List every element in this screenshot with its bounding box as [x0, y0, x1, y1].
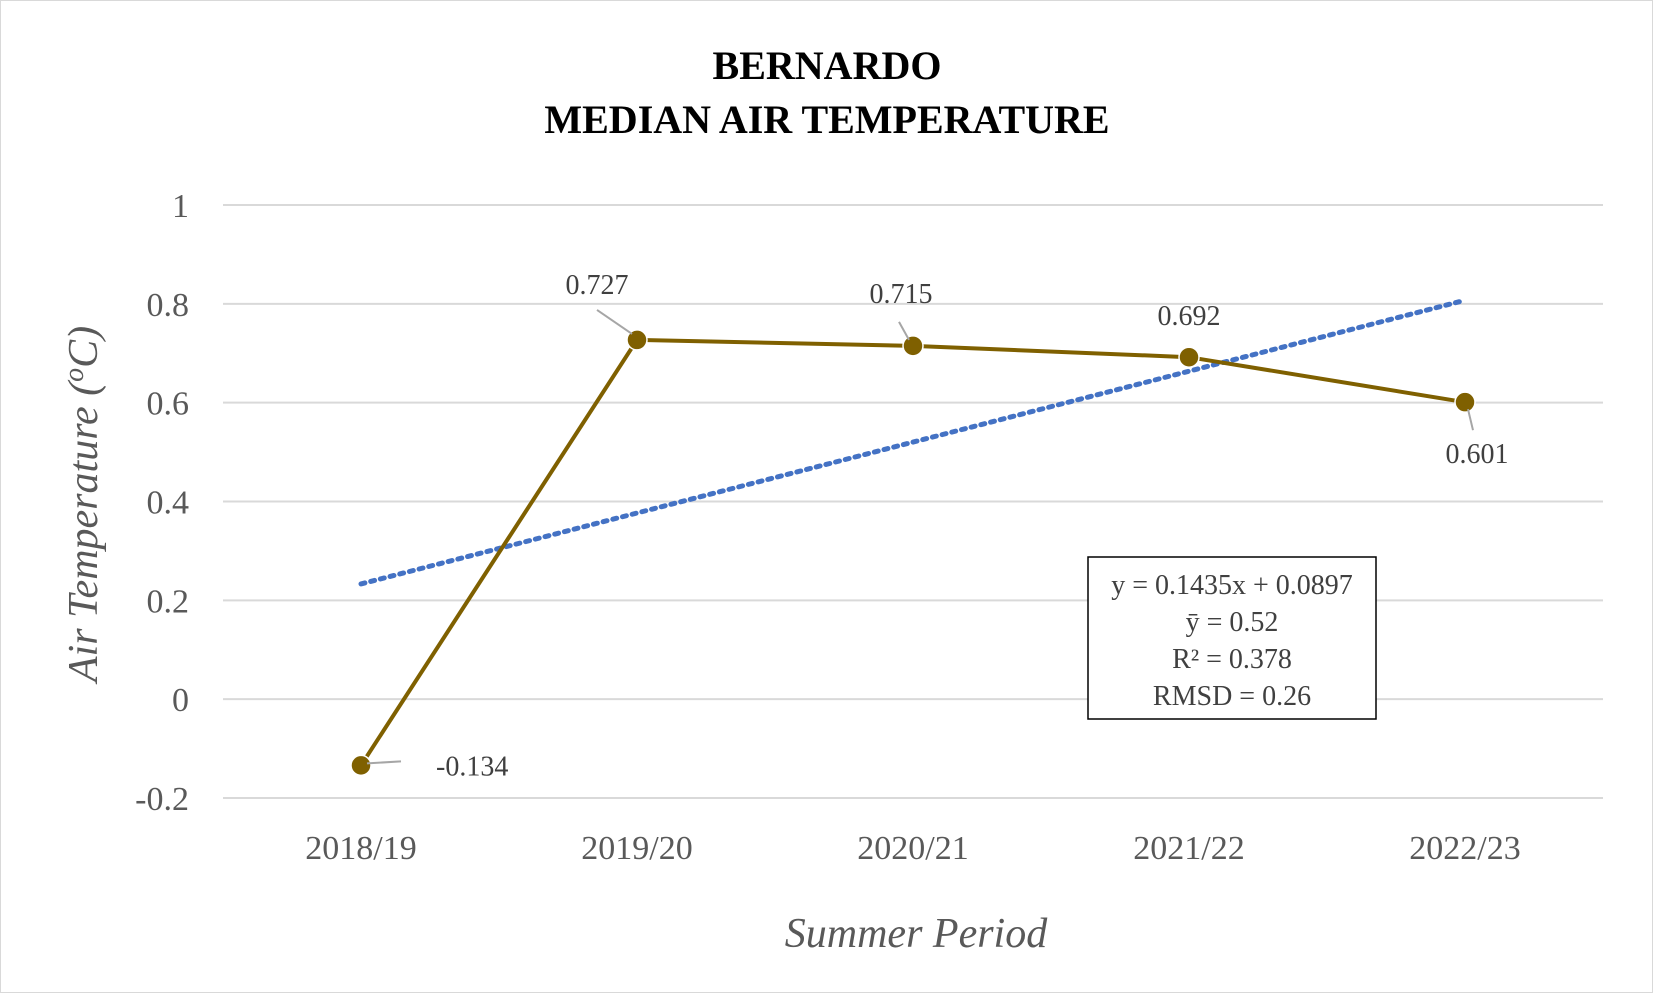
chart-title-line-1: BERNARDO	[713, 43, 942, 88]
data-labels: -0.134 0.727 0.715 0.692 0.601	[366, 270, 1509, 782]
x-tick-label: 2022/23	[1409, 830, 1520, 867]
stats-box: y = 0.1435x + 0.0897 ȳ = 0.52 R² = 0.378…	[1087, 556, 1377, 720]
data-point-marker	[350, 754, 372, 777]
x-tick-label: 2018/19	[305, 830, 416, 867]
y-axis-ticks: -0.2 0 0.2 0.4 0.6 0.8 1	[135, 188, 189, 818]
y-tick-label: 0.4	[147, 485, 190, 522]
y-axis-title: Air Temperature (oC)	[59, 326, 107, 685]
data-label-leader	[596, 309, 633, 335]
data-label: -0.134	[436, 751, 508, 782]
stats-box-frame	[1087, 556, 1377, 720]
data-label: 0.601	[1446, 439, 1509, 470]
data-label-leader	[898, 321, 910, 341]
x-axis-ticks: 2018/19 2019/20 2020/21 2021/22 2022/23	[305, 830, 1520, 867]
gridlines	[223, 204, 1603, 799]
chart-title-line-2: MEDIAN AIR TEMPERATURE	[544, 97, 1109, 142]
stats-rmsd: RMSD = 0.26	[1153, 681, 1311, 712]
data-point-marker	[1454, 391, 1476, 413]
data-label: 0.692	[1158, 301, 1221, 332]
y-tick-label: 0.6	[147, 386, 190, 423]
y-tick-label: 0	[172, 682, 189, 719]
data-point-marker	[902, 335, 924, 357]
data-label: 0.715	[870, 279, 933, 310]
stats-mean: ȳ = 0.52	[1186, 607, 1279, 638]
data-label-leader	[366, 760, 402, 765]
stats-r-squared: R² = 0.378	[1172, 644, 1292, 675]
x-tick-label: 2021/22	[1133, 830, 1244, 867]
y-tick-label: 0.2	[147, 583, 190, 620]
y-axis-title-text: Air Temperature (	[61, 379, 107, 685]
y-tick-label: 1	[172, 188, 189, 225]
y-axis-title-unit: C)	[61, 326, 107, 368]
y-tick-label: -0.2	[135, 781, 189, 818]
x-tick-label: 2019/20	[581, 830, 692, 867]
y-tick-label: 0.8	[147, 287, 190, 324]
data-label: 0.727	[566, 270, 629, 301]
y-axis-title-superscript: o	[59, 368, 90, 382]
data-series	[350, 329, 1476, 777]
data-point-marker	[626, 329, 648, 351]
x-tick-label: 2020/21	[857, 830, 968, 867]
stats-equation: y = 0.1435x + 0.0897	[1111, 570, 1353, 601]
data-point-marker	[1178, 346, 1200, 368]
data-label-leader	[1467, 408, 1474, 431]
trendline-path	[358, 297, 1468, 587]
trendline	[358, 297, 1468, 587]
x-axis-title: Summer Period	[785, 911, 1048, 957]
